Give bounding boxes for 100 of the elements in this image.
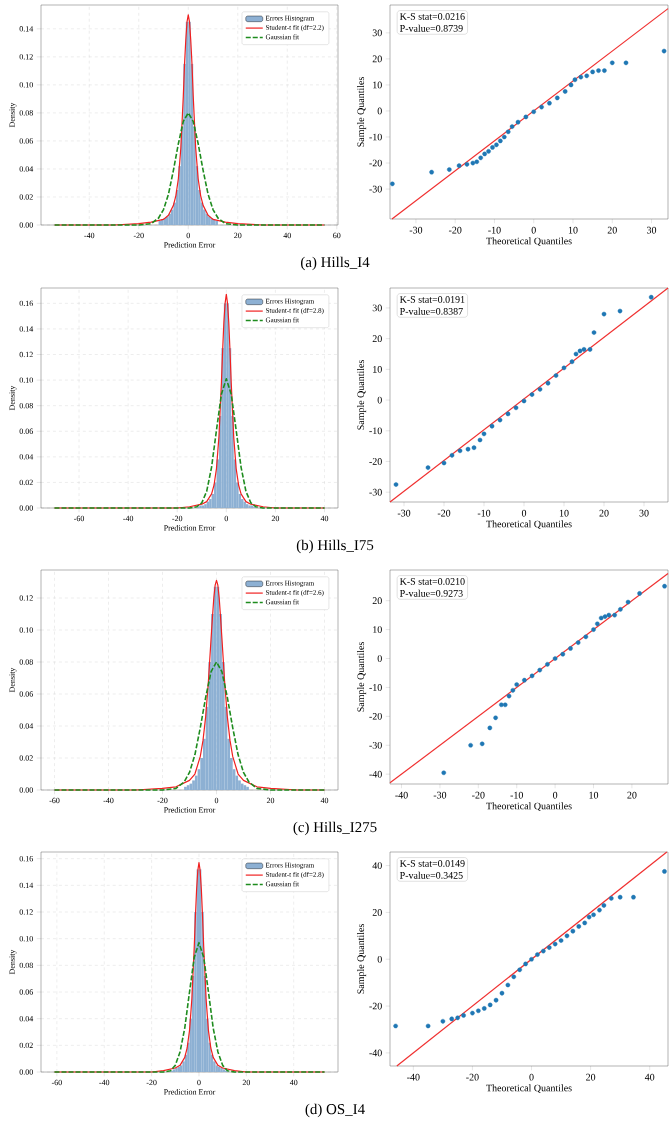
point bbox=[477, 437, 483, 443]
x-tick-label: 0 bbox=[521, 509, 527, 517]
x-tick-label: -20 bbox=[448, 226, 462, 234]
point bbox=[457, 448, 463, 454]
point bbox=[455, 1015, 460, 1021]
point bbox=[590, 69, 595, 75]
point bbox=[568, 646, 573, 651]
x-tick-label: -10 bbox=[477, 509, 491, 517]
point bbox=[623, 60, 629, 66]
point bbox=[597, 907, 602, 913]
point bbox=[535, 952, 540, 957]
y-tick-label: -20 bbox=[369, 458, 382, 465]
x-axis-title: Theoretical Quantiles bbox=[486, 237, 572, 246]
point bbox=[517, 967, 522, 973]
point bbox=[545, 661, 550, 667]
point bbox=[537, 387, 543, 392]
point bbox=[393, 1023, 398, 1029]
point bbox=[505, 982, 511, 988]
point bbox=[578, 74, 584, 80]
y-tick-label: 20 bbox=[372, 597, 382, 605]
point bbox=[476, 1008, 481, 1014]
x-tick-label: -10 bbox=[488, 226, 501, 234]
annotation: K-S stat=0.0191 bbox=[399, 296, 465, 303]
y-tick-label: -10 bbox=[369, 133, 382, 141]
point bbox=[493, 997, 499, 1003]
annotation: P-value=0.8387 bbox=[399, 307, 463, 315]
point bbox=[596, 68, 601, 73]
point bbox=[487, 1002, 493, 1008]
y-tick-label: 30 bbox=[372, 304, 382, 312]
point bbox=[637, 591, 642, 596]
point bbox=[481, 1006, 487, 1011]
point bbox=[568, 82, 574, 88]
point bbox=[511, 974, 517, 980]
y-axis-title: Sample Quantiles bbox=[357, 77, 367, 147]
point bbox=[497, 417, 503, 423]
y-tick-label: -30 bbox=[369, 488, 382, 496]
point bbox=[514, 682, 520, 687]
point bbox=[561, 365, 567, 371]
point bbox=[591, 912, 596, 918]
x-tick-label: 40 bbox=[644, 1073, 655, 1081]
y-tick-label: 10 bbox=[373, 626, 382, 633]
point bbox=[474, 159, 480, 165]
point bbox=[479, 741, 485, 747]
point bbox=[617, 308, 623, 314]
point bbox=[546, 945, 552, 950]
point bbox=[595, 621, 600, 627]
point bbox=[539, 104, 544, 110]
line-series bbox=[53, 661, 326, 791]
point bbox=[523, 114, 529, 120]
annotation: K-S stat=0.0210 bbox=[399, 578, 465, 585]
point bbox=[606, 612, 612, 618]
point bbox=[552, 656, 558, 661]
x-tick-label: -20 bbox=[437, 509, 451, 517]
y-tick-label: 20 bbox=[372, 335, 382, 343]
point bbox=[577, 348, 583, 354]
point bbox=[602, 68, 607, 73]
point bbox=[486, 149, 491, 154]
y-tick-label: 20 bbox=[372, 909, 382, 916]
point bbox=[631, 894, 636, 900]
y-tick-label: -10 bbox=[369, 684, 382, 691]
y-tick-label: 0 bbox=[377, 955, 382, 963]
point bbox=[648, 294, 654, 300]
point bbox=[499, 702, 504, 708]
point bbox=[560, 651, 566, 657]
x-tick-label: 10 bbox=[589, 791, 599, 799]
point bbox=[529, 392, 535, 397]
point bbox=[502, 702, 508, 708]
y-tick-label: 20 bbox=[372, 55, 382, 63]
point bbox=[501, 134, 507, 140]
point bbox=[554, 95, 560, 101]
x-tick-label: 30 bbox=[639, 509, 649, 517]
x-tick-label: 10 bbox=[568, 226, 578, 234]
y-axis-title: Sample Quantiles bbox=[357, 642, 367, 712]
point bbox=[509, 124, 515, 129]
point bbox=[586, 914, 592, 920]
y-tick-label: -20 bbox=[369, 712, 382, 720]
point bbox=[575, 640, 581, 645]
point bbox=[562, 89, 568, 94]
point bbox=[609, 60, 615, 66]
point bbox=[441, 460, 447, 466]
y-tick-label: 30 bbox=[372, 29, 382, 37]
y-tick-label: 0 bbox=[377, 655, 382, 662]
x-tick-label: 0 bbox=[531, 226, 536, 234]
point bbox=[572, 77, 578, 83]
point bbox=[662, 583, 667, 589]
point bbox=[661, 48, 667, 54]
x-tick-label: 30 bbox=[647, 226, 657, 234]
x-tick-label: -30 bbox=[397, 509, 411, 517]
y-tick-label: -20 bbox=[369, 1002, 382, 1010]
point bbox=[510, 688, 516, 693]
x-tick-label: -30 bbox=[433, 791, 447, 799]
point bbox=[601, 311, 607, 317]
point bbox=[558, 938, 564, 943]
point bbox=[569, 359, 575, 364]
point bbox=[478, 155, 484, 161]
annotation: K-S stat=0.0149 bbox=[399, 860, 465, 867]
point bbox=[553, 373, 559, 378]
y-tick-label: 0 bbox=[377, 107, 382, 115]
point bbox=[515, 119, 521, 125]
x-tick-label: 0 bbox=[553, 791, 558, 799]
